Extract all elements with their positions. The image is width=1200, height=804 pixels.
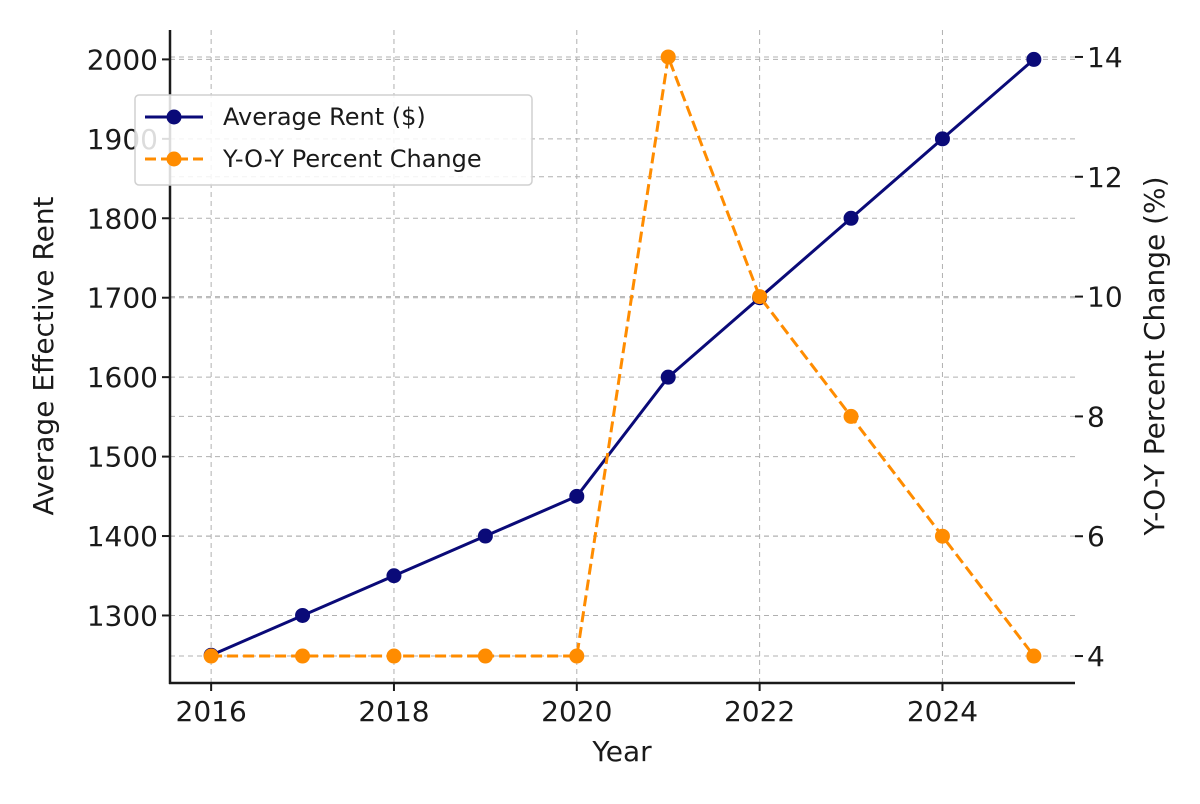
series-1-point [1026,51,1042,67]
axis-titles: Year Average Effective Rent Y-O-Y Percen… [27,176,1171,768]
series-2-point [934,528,950,544]
series-1-point [477,528,493,544]
series-2-point [843,408,859,424]
x-tick-label: 2020 [541,695,612,728]
y-axis-title-right: Y-O-Y Percent Change (%) [1138,176,1171,536]
y-tick-label-left: 2000 [87,43,158,76]
series-2-point [569,648,585,664]
series-2-point [203,648,219,664]
series-1-point [295,607,311,623]
y-tick-label-right: 4 [1087,640,1105,673]
series-2-point [1026,648,1042,664]
y-tick-label-left: 1400 [87,520,158,553]
series-2-point [386,648,402,664]
y-tick-label-left: 1700 [87,282,158,315]
series-2-point [660,49,676,65]
y-tick-label-left: 1600 [87,361,158,394]
series-1-point [934,131,950,147]
series-2-point [295,648,311,664]
y-tick-label-left: 1500 [87,441,158,474]
series-lines [203,49,1042,664]
y-tick-label-left: 1300 [87,599,158,632]
x-tick-label: 2024 [907,695,978,728]
series-1-point [386,568,402,584]
x-axis-title: Year [591,735,652,768]
series-1-point [569,488,585,504]
y-tick-label-right: 14 [1087,41,1123,74]
series-line-2 [211,55,1036,658]
legend: Average Rent ($) Y-O-Y Percent Change [134,94,533,186]
legend-swatch-marker [166,109,182,125]
legend-box [134,94,533,186]
series-line-1 [210,58,1035,657]
series-1-point [843,210,859,226]
grid-lines [170,30,1075,683]
axes: 2016 2018 2020 2022 2024 1300 1400 1500 1600 1700… [87,30,1123,728]
y-tick-label-left: 1800 [87,202,158,235]
y-tick-label-right: 10 [1087,281,1123,314]
y-tick-label-right: 6 [1087,520,1105,553]
series-1-point [660,369,676,385]
legend-label: Average Rent ($) [223,103,426,131]
x-tick-label: 2018 [358,695,429,728]
y-tick-label-right: 12 [1087,161,1123,194]
legend-label: Y-O-Y Percent Change [222,145,482,173]
x-tick-label: 2016 [176,695,247,728]
y-tick-label-right: 8 [1087,400,1105,433]
y-axis-title-left: Average Effective Rent [27,196,60,515]
series-2-point [477,648,493,664]
x-tick-label: 2022 [724,695,795,728]
legend-swatch-marker [166,151,182,167]
series-2-point [752,289,768,305]
